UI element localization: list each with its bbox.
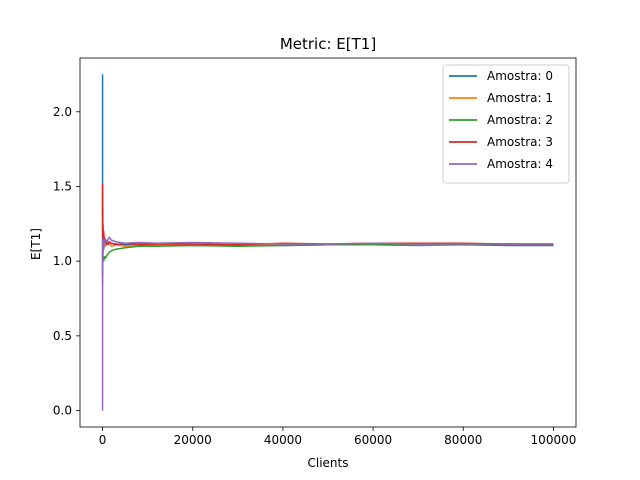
y-tick-label: 1.5 [53, 179, 72, 193]
x-tick-label: 60000 [354, 433, 392, 447]
legend-label-4: Amostra: 4 [487, 157, 553, 171]
x-axis-label: Clients [308, 456, 349, 470]
legend-box [442, 64, 570, 184]
series-lines [101, 74, 554, 411]
axes: 0 20000 40000 60000 80000 100000 0.0 0.5 1.0 1.5 2… [53, 57, 577, 447]
y-tick-label: 0.0 [53, 404, 72, 418]
legend: Amostra: 0 Amostra: 1 Amostra: 2 Amostra: 3… [442, 64, 570, 184]
legend-label-0: Amostra: 0 [487, 69, 553, 83]
series-line-4 [101, 236, 554, 411]
x-tick-label: 0 [99, 433, 107, 447]
legend-label-3: Amostra: 3 [487, 135, 553, 149]
y-tick-label: 2.0 [53, 105, 72, 119]
y-tick-label: 0.5 [53, 329, 72, 343]
x-tick-label: 80000 [444, 433, 482, 447]
legend-label-1: Amostra: 1 [487, 91, 553, 105]
x-tick-label: 20000 [174, 433, 212, 447]
chart-title: Metric: E[T1] [280, 35, 376, 53]
legend-label-2: Amostra: 2 [487, 113, 553, 127]
x-tick-label: 40000 [264, 433, 302, 447]
x-tick-label: 100000 [531, 433, 577, 447]
y-axis-label: E[T1] [29, 228, 43, 260]
y-tick-label: 1.0 [53, 254, 72, 268]
plot-frame [79, 57, 577, 428]
